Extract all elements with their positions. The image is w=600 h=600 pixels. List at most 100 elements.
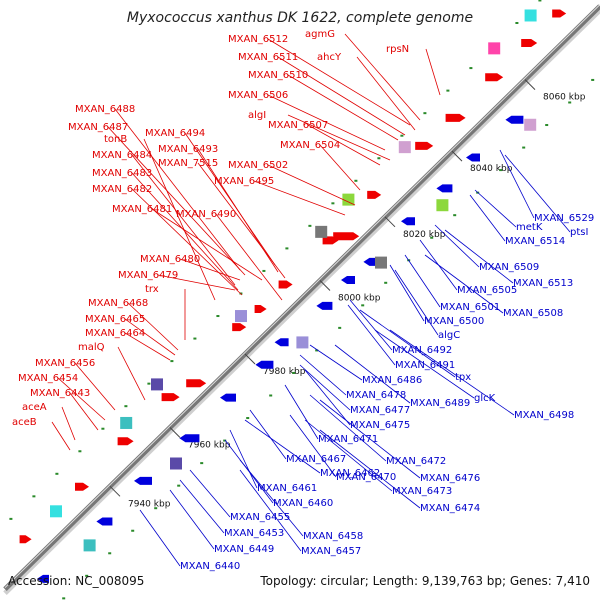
feature-block <box>120 416 133 429</box>
leader-line <box>389 329 515 416</box>
reverse-gene-label: MXAN_6440 <box>180 561 240 572</box>
kbp-tick-label: 8020 kbp <box>403 230 446 240</box>
leader-line <box>131 172 239 291</box>
forward-gene-label: MXAN_6494 <box>145 128 205 139</box>
kbp-tick-label: 7960 kbp <box>188 441 231 451</box>
reverse-gene-label: MXAN_6501 <box>440 302 500 313</box>
forward-gene-arrow <box>521 38 538 47</box>
forward-gene-label: malQ <box>78 342 105 353</box>
reverse-gene-label: algC <box>438 330 460 341</box>
feature-block <box>524 9 537 22</box>
forward-gene-label: MXAN_6465 <box>85 314 145 325</box>
leader-line <box>374 329 475 399</box>
orf-marker <box>292 371 296 374</box>
leader-line <box>344 33 421 121</box>
forward-gene-label: MXAN_6512 <box>228 34 288 45</box>
leader-line <box>307 124 381 166</box>
forward-gene-label: MXAN_7515 <box>158 158 218 169</box>
leader-line <box>289 414 337 478</box>
leader-line <box>309 394 387 462</box>
leader-line <box>287 114 391 161</box>
reverse-gene-label: MXAN_6472 <box>386 456 446 467</box>
leader-line <box>179 258 241 281</box>
leader-line <box>267 164 356 206</box>
forward-gene-arrow <box>367 190 382 199</box>
forward-gene-label: MXAN_6481 <box>112 204 172 215</box>
leader-line <box>229 429 258 489</box>
leader-line <box>434 224 480 268</box>
kbp-tick-mark <box>319 280 331 291</box>
kbp-tick-label: 8060 kbp <box>543 93 586 103</box>
leader-line <box>124 332 171 361</box>
forward-gene-label: MXAN_6479 <box>118 270 178 281</box>
reverse-gene-arrow <box>401 217 415 226</box>
orf-marker <box>469 67 473 70</box>
reverse-gene-label: MXAN_6492 <box>392 345 452 356</box>
leader-line <box>253 180 346 216</box>
reverse-gene-arrow <box>363 257 376 266</box>
forward-gene-label: MXAN_6511 <box>238 52 298 63</box>
leader-line <box>131 154 236 286</box>
reverse-gene-label: MXAN_6500 <box>424 316 484 327</box>
backbone-highlight <box>4 4 600 589</box>
forward-gene-arrow <box>278 280 293 289</box>
kbp-tick-mark <box>384 216 396 228</box>
reverse-gene-label: MXAN_6458 <box>303 531 363 542</box>
leader-line <box>319 144 361 191</box>
reverse-gene-arrow <box>316 301 333 310</box>
forward-gene-label: rpsN <box>386 44 409 55</box>
forward-gene-label: MXAN_6495 <box>214 176 274 187</box>
forward-gene-label: MXAN_6456 <box>35 358 95 369</box>
leader-line <box>299 364 351 411</box>
forward-gene-label: MXAN_6504 <box>280 140 340 151</box>
leader-line <box>277 56 406 136</box>
leader-line <box>131 188 243 296</box>
reverse-gene-arrow <box>466 153 480 162</box>
leader-line <box>127 302 179 351</box>
backbone-shadow <box>3 8 600 595</box>
leader-line <box>349 299 393 351</box>
reverse-strand-genes <box>37 115 524 583</box>
orf-marker <box>315 349 319 352</box>
forward-gene-label: agmG <box>305 29 335 40</box>
leader-line <box>304 369 351 426</box>
kbp-tick-label: 8040 kbp <box>470 164 513 174</box>
leader-line <box>114 108 241 271</box>
orf-marker <box>308 224 312 227</box>
forward-gene-arrow <box>254 304 267 313</box>
backbone-line <box>3 4 600 591</box>
orf-marker <box>331 202 335 205</box>
forward-gene-label: aceA <box>22 402 47 413</box>
feature-block <box>375 256 387 269</box>
reverse-gene-label: MXAN_6489 <box>410 398 470 409</box>
reverse-gene-arrow <box>179 434 200 443</box>
orf-marker <box>223 439 227 442</box>
leader-line <box>139 509 181 567</box>
reverse-gene-label: MXAN_6529 <box>534 213 594 224</box>
reverse-gene-label: glcK <box>474 393 496 404</box>
reverse-gene-label: MXAN_6460 <box>273 498 333 509</box>
leader-line <box>504 154 571 233</box>
forward-gene-arrow <box>186 379 207 388</box>
orf-marker <box>101 427 105 430</box>
orf-marker <box>591 78 595 81</box>
orf-marker <box>85 574 89 577</box>
leader-line <box>215 213 283 301</box>
orf-marker <box>423 112 427 115</box>
kbp-tick-mark <box>169 427 181 438</box>
forward-gene-labels: MXAN_6512 agmG rpsN MXAN_6511 ahcY MXAN_6510 M… <box>12 29 441 451</box>
leader-line <box>74 362 116 411</box>
leader-line <box>334 344 411 404</box>
reverse-gene-label: MXAN_6453 <box>224 528 284 539</box>
feature-block <box>235 310 247 323</box>
forward-gene-label: tonB <box>104 134 127 145</box>
leader-line <box>239 469 302 552</box>
leader-line <box>319 399 421 479</box>
forward-gene-label: MXAN_6493 <box>158 144 218 155</box>
reverse-gene-label: MXAN_6461 <box>257 483 317 494</box>
leader-line <box>444 229 514 284</box>
leader-line <box>304 419 393 492</box>
leader-line <box>299 354 347 396</box>
leader-line <box>404 254 441 308</box>
orf-marker <box>377 157 381 160</box>
